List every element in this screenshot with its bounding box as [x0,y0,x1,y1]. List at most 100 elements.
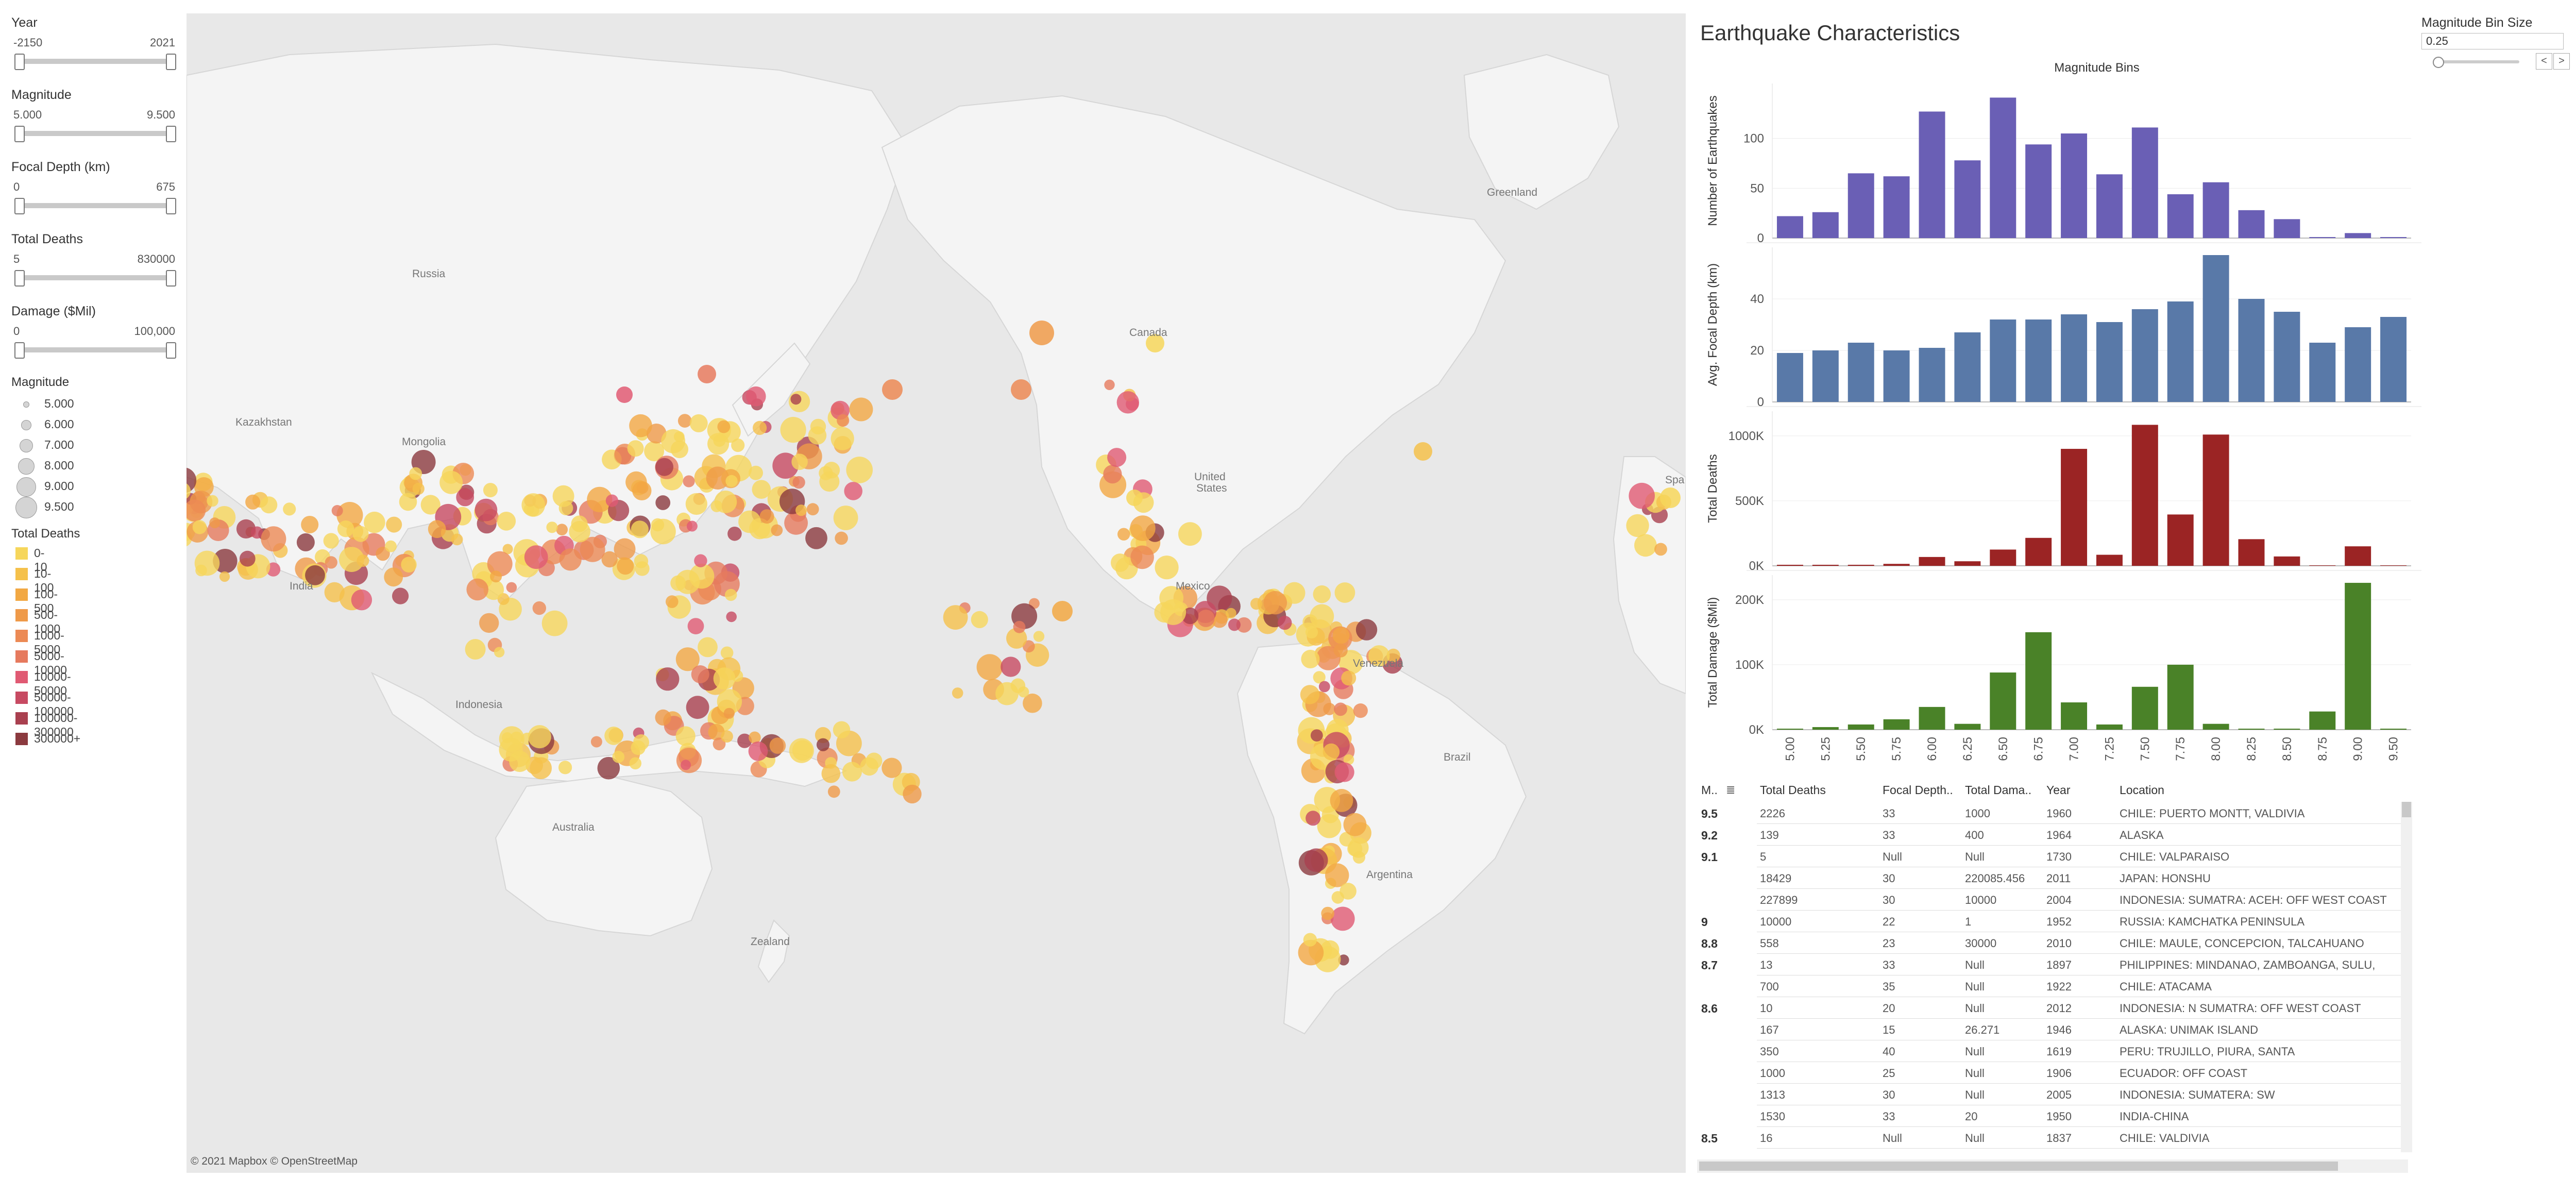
chart-bar[interactable] [2238,539,2265,566]
earthquake-point[interactable] [644,441,665,462]
earthquake-point[interactable] [209,517,221,529]
earthquake-point[interactable] [604,727,623,745]
earthquake-point[interactable] [528,725,551,749]
chart-bar[interactable] [1776,216,1803,238]
earthquake-point[interactable] [499,726,524,752]
earthquake-point[interactable] [1313,585,1331,603]
table-row[interactable]: 18429 30 220085.456 2011 JAPAN: HONSHU [1757,867,2401,889]
earthquake-point[interactable] [677,414,692,428]
chart-bar[interactable] [2096,174,2123,238]
earthquake-point[interactable] [324,582,345,602]
earthquake-point[interactable] [497,512,516,531]
earthquake-point[interactable] [882,758,902,778]
earthquake-point[interactable] [1310,604,1334,629]
earthquake-point[interactable] [707,433,730,455]
table-row[interactable]: 13 33 Null 1897 PHILIPPINES: MINDANAO, ZAMBO… [1757,953,2401,975]
earthquake-point[interactable] [816,738,830,751]
table-horizontal-scrollbar[interactable] [1697,1159,2408,1173]
earthquake-point[interactable] [725,475,738,487]
earthquake-point[interactable] [1321,906,1334,920]
earthquake-point[interactable] [569,520,590,543]
earthquake-point[interactable] [943,605,968,630]
earthquake-point[interactable] [844,482,862,500]
earthquake-point[interactable] [546,521,558,533]
chart-bar[interactable] [2345,327,2371,402]
earthquake-point[interactable] [1414,442,1432,461]
chart-bar[interactable] [2061,702,2088,730]
earthquake-point[interactable] [401,557,417,573]
chart-bar[interactable] [2167,194,2194,238]
earthquake-point[interactable] [1226,608,1236,619]
chart-bar[interactable] [1883,719,1910,730]
earthquake-point[interactable] [1298,939,1324,966]
earthquake-point[interactable] [792,740,813,761]
earthquake-point[interactable] [207,495,218,507]
earthquake-point[interactable] [239,550,256,567]
earthquake-point[interactable] [1033,631,1045,642]
earthquake-point[interactable] [612,751,625,763]
earthquake-point[interactable] [474,498,498,521]
earthquake-point[interactable] [725,588,737,601]
earthquake-point[interactable] [675,647,700,671]
chart-bar[interactable] [1990,672,2016,730]
earthquake-point[interactable] [650,518,676,545]
earthquake-point[interactable] [1343,813,1367,836]
earthquake-point[interactable] [731,438,745,452]
filter-slider-min-handle[interactable] [14,270,25,287]
earthquake-point[interactable] [1330,906,1355,931]
chart-bar[interactable] [2345,233,2371,238]
earthquake-point[interactable] [1116,391,1139,414]
earthquake-point[interactable] [386,516,402,533]
earthquake-point[interactable] [995,682,1019,705]
earthquake-point[interactable] [792,476,805,489]
earthquake-point[interactable] [833,506,858,530]
earthquake-point[interactable] [552,485,574,507]
earthquake-point[interactable] [694,554,707,567]
earthquake-point[interactable] [1146,334,1164,352]
earthquake-point[interactable] [685,493,707,515]
earthquake-point[interactable] [748,741,768,761]
chart-bar[interactable] [2274,729,2300,730]
earthquake-point[interactable] [1117,528,1130,541]
table-row[interactable]: 700 35 Null 1922 CHILE: ATACAMA [1757,975,2401,997]
earthquake-point[interactable] [837,414,850,427]
chart-bar[interactable] [1919,111,1945,238]
earthquake-point[interactable] [351,590,372,611]
chart-bar[interactable] [2380,237,2407,238]
earthquake-point[interactable] [1301,650,1320,668]
earthquake-point[interactable] [1333,643,1348,658]
earthquake-point[interactable] [466,578,488,601]
earthquake-point[interactable] [903,784,922,804]
chart-bar[interactable] [2345,546,2371,566]
earthquake-point[interactable] [1353,703,1368,718]
earthquake-point[interactable] [821,764,841,783]
earthquake-point[interactable] [479,613,499,633]
chart-bar[interactable] [2202,182,2229,238]
chart-bar[interactable] [2202,255,2229,402]
earthquake-point[interactable] [301,516,319,533]
chart-bar[interactable] [2167,301,2194,402]
magnitude-bin-charts[interactable]: 0 50 100 Number of Earthquakes 0 20 40 Avg. Foc… [1695,77,2427,768]
earthquake-point[interactable] [1103,465,1122,484]
chart-bar[interactable] [2096,322,2123,402]
filter-slider-min-handle[interactable] [14,342,25,359]
table-column-header[interactable]: Total Dama.. [1965,783,2032,797]
earthquake-point[interactable] [713,737,726,751]
earthquake-point[interactable] [1386,648,1400,663]
earthquake-point[interactable] [494,647,505,658]
table-row[interactable]: 167 15 26.271 1946 ALASKA: UNIMAK ISLAND [1757,1018,2401,1040]
earthquake-point[interactable] [1330,789,1353,812]
filter-slider-track[interactable] [18,347,172,352]
bin-size-slider-track[interactable] [2437,60,2519,63]
earthquake-point[interactable] [629,414,652,437]
earthquake-point[interactable] [831,427,854,450]
earthquake-point[interactable] [687,618,704,634]
earthquake-point[interactable] [790,394,802,405]
earthquake-point[interactable] [698,637,718,658]
chart-bar[interactable] [2274,219,2300,238]
earthquake-point[interactable] [558,761,572,775]
earthquake-point[interactable] [192,520,207,534]
table-row[interactable]: 1530 33 20 1950 INDIA-CHINA [1757,1105,2401,1127]
earthquake-point[interactable] [580,536,605,562]
earthquake-point[interactable] [681,760,691,770]
